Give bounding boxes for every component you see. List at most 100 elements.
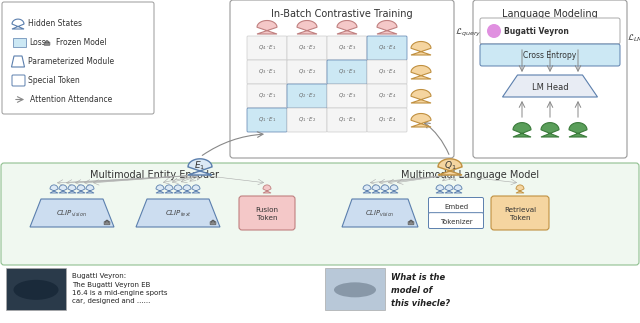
FancyBboxPatch shape: [12, 75, 25, 86]
FancyBboxPatch shape: [367, 84, 407, 108]
Text: $E_2$: $E_2$: [302, 20, 312, 33]
Ellipse shape: [13, 280, 58, 300]
Polygon shape: [12, 19, 24, 29]
Text: $Q_3\cdot E_1$: $Q_3\cdot E_1$: [258, 68, 276, 77]
Text: $Q_1\cdot E_3$: $Q_1\cdot E_3$: [338, 116, 356, 124]
Text: Tokenizer: Tokenizer: [440, 219, 472, 224]
FancyBboxPatch shape: [104, 222, 110, 225]
Polygon shape: [513, 123, 531, 137]
Text: $Q_4\cdot E_4$: $Q_4\cdot E_4$: [378, 44, 396, 52]
Polygon shape: [50, 185, 58, 193]
Text: Frozen Model: Frozen Model: [56, 38, 107, 47]
Text: $CLIP_{vision}$: $CLIP_{vision}$: [56, 208, 88, 219]
Text: Bugatti Veyron:
The Bugatti Veyron EB
16.4 is a mid-engine sports
car, designed : Bugatti Veyron: The Bugatti Veyron EB 16…: [72, 273, 168, 305]
Polygon shape: [174, 185, 182, 193]
Text: $Q_4\cdot E_2$: $Q_4\cdot E_2$: [298, 44, 316, 52]
FancyBboxPatch shape: [429, 197, 483, 214]
FancyBboxPatch shape: [367, 108, 407, 132]
Text: $Q_2$: $Q_2$: [416, 91, 426, 101]
Polygon shape: [411, 66, 431, 79]
Text: Language Modeling: Language Modeling: [502, 9, 598, 19]
Polygon shape: [297, 20, 317, 34]
Text: Hidden States: Hidden States: [28, 19, 82, 28]
FancyBboxPatch shape: [239, 196, 295, 230]
Polygon shape: [541, 123, 559, 137]
Text: Multimodal Entity Encoder: Multimodal Entity Encoder: [90, 170, 220, 180]
FancyBboxPatch shape: [287, 84, 327, 108]
FancyBboxPatch shape: [327, 84, 367, 108]
Polygon shape: [257, 20, 277, 34]
Polygon shape: [411, 89, 431, 103]
FancyBboxPatch shape: [367, 60, 407, 84]
Ellipse shape: [334, 282, 376, 297]
Polygon shape: [188, 159, 212, 175]
Polygon shape: [263, 185, 271, 193]
Polygon shape: [445, 185, 453, 193]
Polygon shape: [372, 185, 380, 193]
FancyBboxPatch shape: [367, 36, 407, 60]
Text: Loss: Loss: [29, 38, 45, 47]
Text: Cross Entropy: Cross Entropy: [524, 51, 577, 60]
Text: Embed: Embed: [444, 203, 468, 210]
FancyBboxPatch shape: [13, 38, 26, 47]
Text: $\mathcal{L}_{query2ent}$: $\mathcal{L}_{query2ent}$: [455, 27, 496, 39]
Polygon shape: [377, 20, 397, 34]
FancyBboxPatch shape: [327, 60, 367, 84]
Polygon shape: [516, 185, 524, 193]
FancyBboxPatch shape: [480, 18, 620, 44]
FancyBboxPatch shape: [473, 0, 627, 158]
FancyBboxPatch shape: [44, 42, 50, 45]
FancyBboxPatch shape: [1, 163, 639, 265]
FancyBboxPatch shape: [247, 108, 287, 132]
Text: Parameterized Module: Parameterized Module: [28, 57, 114, 66]
Polygon shape: [86, 185, 94, 193]
Text: $Q_1\cdot E_1$: $Q_1\cdot E_1$: [258, 116, 276, 124]
FancyBboxPatch shape: [325, 268, 385, 310]
Polygon shape: [342, 199, 418, 227]
Polygon shape: [454, 185, 462, 193]
Text: $Q_4\cdot E_1$: $Q_4\cdot E_1$: [258, 44, 276, 52]
FancyBboxPatch shape: [480, 44, 620, 66]
FancyBboxPatch shape: [408, 222, 414, 225]
Polygon shape: [411, 42, 431, 55]
Text: $\mathcal{L}_{LM}$: $\mathcal{L}_{LM}$: [627, 32, 640, 44]
Polygon shape: [390, 185, 398, 193]
Text: Attention Attendance: Attention Attendance: [30, 95, 112, 104]
Text: $Q_1$: $Q_1$: [444, 160, 456, 172]
Text: $E_3$: $E_3$: [342, 20, 352, 33]
Polygon shape: [381, 185, 389, 193]
Text: $Q_1$: $Q_1$: [416, 115, 426, 125]
FancyBboxPatch shape: [2, 2, 154, 114]
Polygon shape: [156, 185, 164, 193]
Text: $Q_3\cdot E_4$: $Q_3\cdot E_4$: [378, 68, 396, 77]
Polygon shape: [183, 185, 191, 193]
FancyBboxPatch shape: [210, 222, 216, 225]
Text: $Q_4$: $Q_4$: [416, 43, 426, 53]
Text: What is the
model of
this vihecle?: What is the model of this vihecle?: [391, 273, 450, 308]
Text: $E_4$: $E_4$: [382, 20, 392, 33]
Text: In-Batch Contrastive Training: In-Batch Contrastive Training: [271, 9, 413, 19]
Circle shape: [487, 24, 501, 38]
Polygon shape: [136, 199, 220, 227]
Polygon shape: [192, 185, 200, 193]
Text: Fusion
Token: Fusion Token: [255, 207, 278, 221]
Text: LM Head: LM Head: [532, 82, 568, 91]
Text: $Q_1\cdot E_2$: $Q_1\cdot E_2$: [298, 116, 316, 124]
Polygon shape: [363, 185, 371, 193]
FancyBboxPatch shape: [247, 60, 287, 84]
FancyBboxPatch shape: [491, 196, 549, 230]
Text: Bugatti Veyron: Bugatti Veyron: [504, 27, 569, 36]
Text: $CLIP_{vision}$: $CLIP_{vision}$: [365, 208, 395, 219]
Text: Special Token: Special Token: [28, 76, 80, 85]
Text: $Q_2\cdot E_2$: $Q_2\cdot E_2$: [298, 92, 316, 100]
Text: $CLIP_{text}$: $CLIP_{text}$: [164, 208, 191, 219]
FancyBboxPatch shape: [327, 108, 367, 132]
Polygon shape: [77, 185, 85, 193]
FancyBboxPatch shape: [230, 0, 454, 158]
Text: $Q_2\cdot E_4$: $Q_2\cdot E_4$: [378, 92, 396, 100]
Polygon shape: [12, 56, 24, 67]
Polygon shape: [165, 185, 173, 193]
Polygon shape: [59, 185, 67, 193]
Text: $Q_3\cdot E_2$: $Q_3\cdot E_2$: [298, 68, 316, 77]
Text: $E_1$: $E_1$: [195, 160, 205, 172]
